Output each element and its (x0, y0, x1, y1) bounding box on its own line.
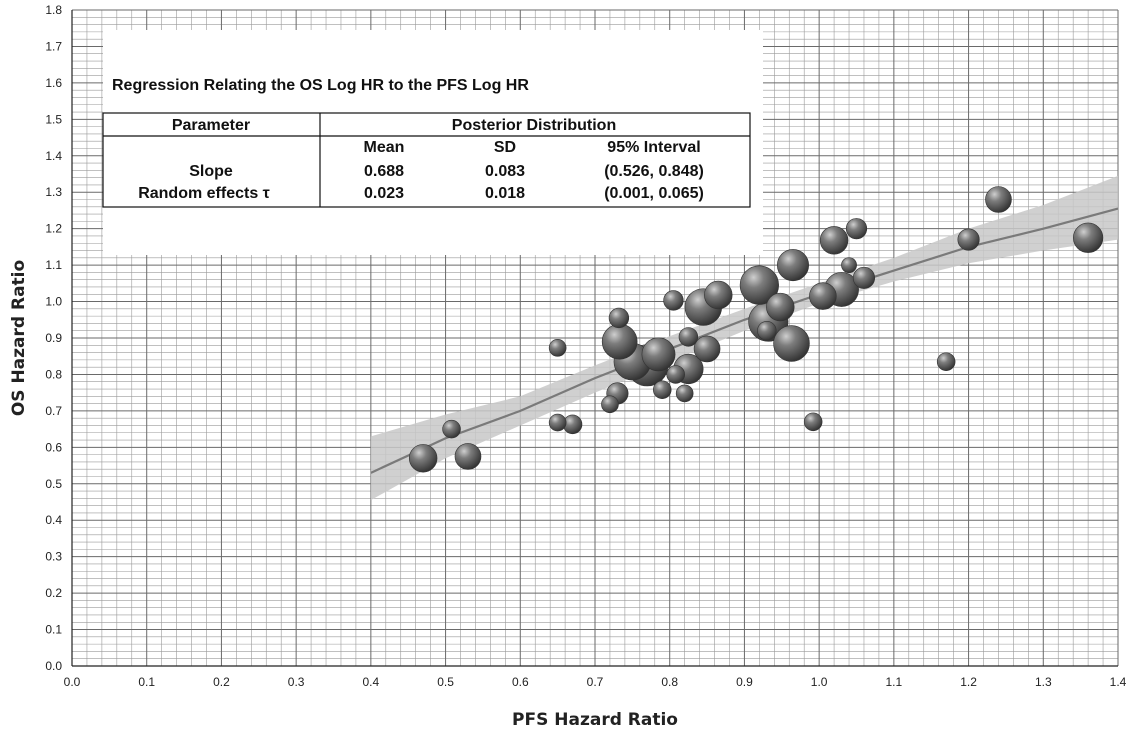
data-point (663, 290, 684, 311)
y-tick-label: 1.3 (45, 185, 62, 199)
data-point (693, 335, 721, 363)
data-point (739, 265, 779, 305)
annotation-panel (103, 30, 763, 255)
y-tick-label: 1.8 (45, 3, 62, 17)
table-header-posterior: Posterior Distribution (452, 117, 616, 134)
table-row-interval: (0.526, 0.848) (604, 163, 704, 180)
x-tick-label: 0.8 (661, 675, 678, 689)
data-point (809, 282, 837, 310)
y-tick-label: 0.5 (45, 477, 62, 491)
data-point (841, 257, 857, 274)
x-tick-label: 0.3 (288, 675, 305, 689)
data-point (852, 266, 876, 289)
data-point (548, 339, 567, 357)
data-point (608, 307, 630, 329)
y-tick-label: 1.1 (45, 258, 62, 272)
table-subheader-mean: Mean (364, 139, 405, 156)
y-tick-label: 1.5 (45, 112, 62, 126)
x-tick-label: 0.2 (213, 675, 230, 689)
annotation-table: Regression Relating the OS Log HR to the… (102, 77, 751, 208)
y-tick-label: 0.4 (45, 513, 62, 527)
data-point (675, 384, 694, 403)
y-tick-label: 0.8 (45, 367, 62, 381)
table-row-interval: (0.001, 0.065) (604, 185, 704, 202)
data-point (548, 413, 567, 432)
data-point (776, 249, 809, 282)
data-point (704, 280, 733, 310)
x-tick-label: 0.5 (437, 675, 454, 689)
data-points (408, 186, 1104, 473)
data-point (442, 419, 461, 439)
y-tick-label: 0.3 (45, 550, 62, 564)
x-tick-label: 0.4 (363, 675, 380, 689)
table-subheader-sd: SD (494, 139, 516, 156)
x-tick-label: 1.2 (960, 675, 977, 689)
x-tick-label: 1.4 (1110, 675, 1127, 689)
y-axis-title: OS Hazard Ratio (9, 260, 29, 416)
confidence-band-area (370, 175, 1118, 501)
data-point (601, 323, 638, 360)
data-point (766, 292, 795, 322)
table-row-sd: 0.083 (485, 163, 525, 180)
y-tick-label: 0.6 (45, 440, 62, 454)
data-point (803, 412, 823, 432)
y-tick-label: 1.6 (45, 76, 62, 90)
y-tick-label: 0.7 (45, 404, 62, 418)
data-point (819, 226, 849, 255)
data-point (666, 365, 685, 384)
data-point (985, 186, 1012, 213)
y-tick-label: 0.2 (45, 586, 62, 600)
y-tick-label: 1.7 (45, 39, 62, 53)
regression-fit-line (370, 207, 1119, 474)
table-row-mean: 0.023 (364, 185, 404, 202)
table-subheader-interval: 95% Interval (607, 139, 700, 156)
y-tick-label: 1.2 (45, 222, 62, 236)
x-tick-label: 0.0 (64, 675, 81, 689)
table-header-parameter: Parameter (172, 117, 250, 134)
x-tick-label: 0.7 (587, 675, 604, 689)
y-tick-label: 1.0 (45, 295, 62, 309)
x-tick-label: 1.1 (886, 675, 903, 689)
y-tick-label: 1.4 (45, 149, 62, 163)
data-point (601, 395, 619, 414)
data-point (773, 325, 810, 362)
data-point (936, 352, 956, 371)
data-point (757, 321, 777, 341)
x-axis-title: PFS Hazard Ratio (512, 710, 678, 730)
x-tick-label: 0.6 (512, 675, 529, 689)
x-tick-label: 0.9 (736, 675, 753, 689)
confidence-band (370, 175, 1118, 501)
data-point (678, 327, 699, 347)
data-point (641, 337, 676, 372)
axes (71, 10, 1118, 667)
data-point (652, 380, 672, 400)
regression-line (370, 207, 1119, 474)
table-row-mean: 0.688 (364, 163, 404, 180)
x-tick-label: 1.0 (811, 675, 828, 689)
table-row-name: Slope (189, 163, 233, 180)
y-tick-labels: 0.0 0.1 0.2 0.3 0.4 0.5 0.6 0.7 0.8 0.9 1.0 1.1 1.2 1… (45, 3, 62, 673)
x-tick-label: 1.3 (1035, 675, 1052, 689)
data-point (1073, 222, 1104, 253)
table-row-sd: 0.018 (485, 185, 525, 202)
table-row-name: Random effects τ (138, 185, 270, 202)
x-tick-labels: 0.0 0.1 0.2 0.3 0.4 0.5 0.6 0.7 0.8 0.9 1.0 1.1 1.2 1… (64, 675, 1127, 689)
y-tick-label: 0.1 (45, 623, 62, 637)
y-tick-label: 0.0 (45, 659, 62, 673)
table-frame (102, 112, 751, 208)
y-tick-label: 0.9 (45, 331, 62, 345)
table-title: Regression Relating the OS Log HR to the… (112, 77, 529, 94)
x-tick-label: 0.1 (138, 675, 155, 689)
data-point (454, 443, 482, 470)
data-point (845, 218, 868, 240)
data-point (408, 444, 438, 473)
data-point (957, 228, 980, 251)
